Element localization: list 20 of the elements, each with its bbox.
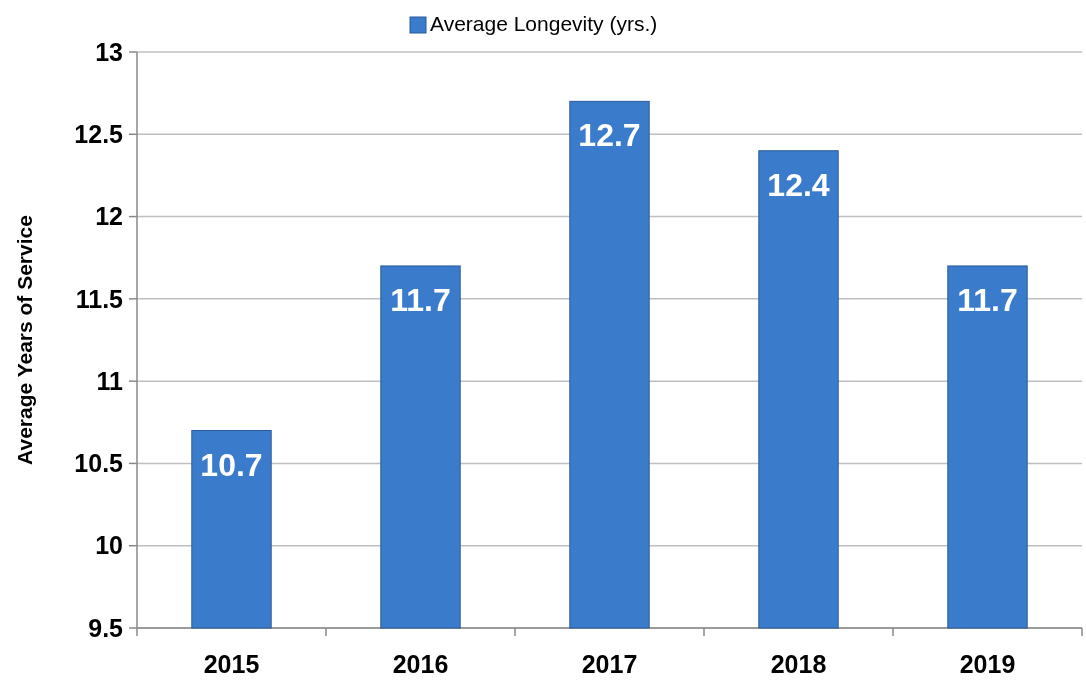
y-axis-title: Average Years of Service bbox=[13, 215, 36, 465]
legend-label: Average Longevity (yrs.) bbox=[430, 12, 658, 35]
y-tick-label: 9.5 bbox=[88, 613, 124, 642]
data-label: 12.7 bbox=[578, 117, 641, 154]
x-tick-label: 2016 bbox=[392, 650, 449, 678]
y-tick-label: 13 bbox=[95, 37, 123, 66]
x-tick-label: 2015 bbox=[203, 650, 260, 678]
y-tick-label: 10.5 bbox=[74, 449, 124, 478]
data-label: 10.7 bbox=[200, 446, 263, 483]
x-tick-label: 2018 bbox=[770, 650, 827, 678]
data-label: 11.7 bbox=[957, 281, 1018, 318]
y-tick-label: 11 bbox=[96, 366, 124, 395]
y-tick-label: 11.5 bbox=[75, 284, 124, 313]
x-tick-label: 2017 bbox=[581, 650, 638, 678]
x-tick-label: 2019 bbox=[959, 650, 1016, 678]
y-tick-label: 12 bbox=[95, 202, 123, 231]
data-label: 12.4 bbox=[767, 166, 830, 203]
y-tick-label: 10 bbox=[95, 531, 123, 560]
y-tick-label: 12.5 bbox=[74, 120, 124, 149]
data-label: 11.7 bbox=[390, 281, 451, 318]
